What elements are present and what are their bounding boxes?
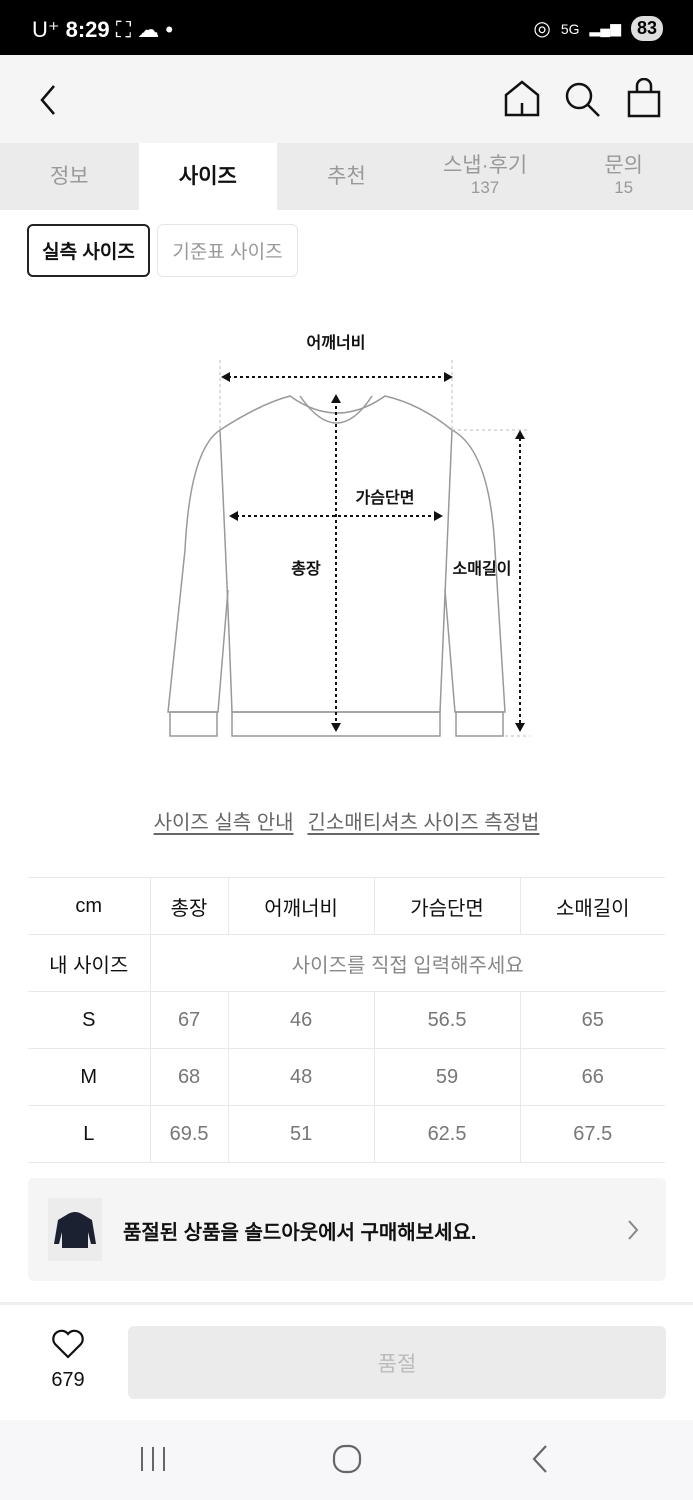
- banner-text: 품절된 상품을 솔드아웃에서 구매해보세요.: [123, 1222, 477, 1244]
- soldout-button[interactable]: 품절: [128, 1326, 666, 1399]
- tab-reviews[interactable]: 스냅·후기 137: [416, 143, 555, 210]
- actual-size-toggle[interactable]: 실측 사이즈: [27, 224, 150, 277]
- sweatshirt-image: [54, 1212, 96, 1248]
- tab-info[interactable]: 정보: [0, 143, 139, 210]
- tab-count: 15: [614, 177, 634, 197]
- network-type: 5G: [560, 20, 580, 37]
- cell: 59: [373, 1048, 520, 1106]
- my-size-input[interactable]: 사이즈를 직접 입력해주세요: [150, 934, 665, 992]
- size-links: 사이즈 실측 안내 긴소매티셔츠 사이즈 측정법: [0, 806, 693, 835]
- length-label: 총장: [291, 560, 321, 578]
- size-guide-link[interactable]: 사이즈 실측 안내: [153, 812, 294, 834]
- row-label: S: [28, 991, 151, 1049]
- search-icon[interactable]: [564, 81, 602, 119]
- signal-icon: ▂▄▆: [589, 20, 621, 36]
- tab-label: 스냅·후기: [442, 153, 528, 177]
- chevron-right-icon: [628, 1220, 639, 1240]
- arrow-heads: [221, 372, 525, 732]
- tab-recommend[interactable]: 추천: [277, 143, 416, 210]
- product-thumbnail: [48, 1198, 102, 1261]
- divider: [0, 1302, 693, 1305]
- carrier: U⁺: [32, 17, 60, 42]
- header-cell: cm: [28, 877, 150, 935]
- header-cell: 가슴단면: [373, 877, 520, 935]
- cell: 67: [149, 991, 229, 1049]
- table-row: M 68 48 59 66: [28, 1048, 665, 1106]
- tab-label: 추천: [327, 164, 366, 188]
- tab-label: 사이즈: [178, 164, 237, 188]
- status-bar: U⁺ 8:29 ⛶ ☁ • ◎ 5G ▂▄▆ 83: [0, 0, 693, 55]
- cell: 48: [227, 1048, 375, 1106]
- cell: 66: [519, 1048, 665, 1106]
- header-cell: 총장: [149, 877, 229, 935]
- hotspot-icon: ◎: [533, 18, 551, 40]
- table-header: cm 총장 어깨너비 가슴단면 소매길이: [28, 877, 665, 935]
- tab-bar: 정보 사이즈 추천 스냅·후기 137 문의 15: [0, 143, 693, 210]
- cell: 51: [227, 1105, 375, 1163]
- cell: 68: [149, 1048, 229, 1106]
- app-header: [0, 55, 693, 143]
- clock: 8:29: [65, 17, 110, 42]
- home-nav-icon[interactable]: [331, 1443, 363, 1475]
- like-button[interactable]: 679: [28, 1328, 108, 1392]
- battery-level: 83: [630, 16, 663, 41]
- tab-label: 정보: [49, 164, 89, 188]
- chest-label: 가슴단면: [356, 489, 415, 507]
- row-label: L: [28, 1105, 151, 1163]
- table-row: S 67 46 56.5 65: [28, 991, 665, 1049]
- tab-size[interactable]: 사이즈: [138, 143, 278, 210]
- sweater-size-diagram: 어깨너비 가슴단면 총장 소매길이: [167, 334, 530, 737]
- cell: 62.5: [373, 1105, 520, 1163]
- shopping-bag-icon[interactable]: [626, 78, 662, 118]
- row-label: M: [28, 1048, 151, 1106]
- back-icon[interactable]: [36, 83, 60, 117]
- sweater-outline: [167, 395, 506, 737]
- row-label: 내 사이즈: [28, 934, 151, 992]
- table-row: L 69.5 51 62.5 67.5: [28, 1105, 665, 1163]
- guide-lines: [219, 360, 530, 737]
- cell: 56.5: [373, 991, 520, 1049]
- measure-arrows: [228, 376, 521, 725]
- header-cell: 어깨너비: [227, 877, 375, 935]
- shoulder-label: 어깨너비: [307, 334, 366, 352]
- my-size-row: 내 사이즈 사이즈를 직접 입력해주세요: [28, 934, 665, 992]
- tab-inquiry[interactable]: 문의 15: [554, 143, 693, 210]
- size-table: cm 총장 어깨너비 가슴단면 소매길이 내 사이즈 사이즈를 직접 입력해주세…: [28, 877, 665, 1163]
- standard-size-toggle[interactable]: 기준표 사이즈: [157, 224, 298, 277]
- heart-icon: [52, 1329, 84, 1359]
- cell: 67.5: [519, 1105, 665, 1163]
- soldout-banner[interactable]: 품절된 상품을 솔드아웃에서 구매해보세요.: [28, 1178, 666, 1281]
- cell: 65: [519, 991, 665, 1049]
- cell: 69.5: [149, 1105, 229, 1163]
- like-count: 679: [51, 1369, 85, 1391]
- back-nav-icon[interactable]: [528, 1443, 552, 1475]
- sleeve-label: 소매길이: [453, 560, 512, 578]
- cell: 46: [227, 991, 375, 1049]
- home-icon[interactable]: [503, 80, 541, 118]
- notification-icons: ⛶ ☁ •: [115, 17, 174, 42]
- header-cell: 소매길이: [519, 877, 665, 935]
- measure-method-link[interactable]: 긴소매티셔츠 사이즈 측정법: [307, 812, 540, 834]
- recent-apps-icon[interactable]: [138, 1444, 168, 1474]
- tab-label: 문의: [604, 153, 643, 177]
- system-nav-bar: [0, 1420, 693, 1500]
- tab-count: 137: [470, 177, 500, 197]
